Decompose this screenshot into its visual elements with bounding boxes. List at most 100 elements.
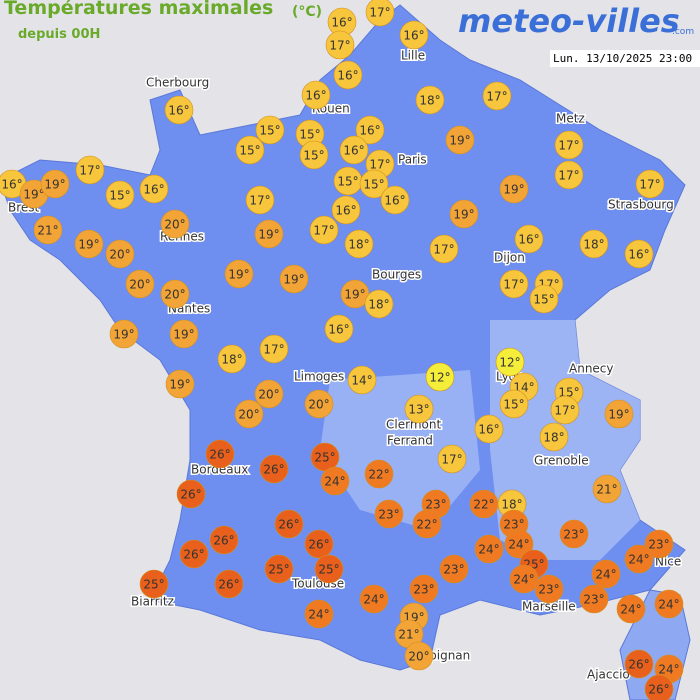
temperature-marker: [509, 564, 539, 594]
temperature-marker: [499, 174, 529, 204]
temperature-marker: [644, 529, 674, 559]
temperature-marker: [339, 135, 369, 165]
temperature-label: 19°: [608, 408, 629, 422]
temperature-marker: [644, 674, 674, 700]
logo-suffix: .com: [672, 27, 694, 37]
temperature-label: 17°: [503, 278, 524, 292]
temperature-marker: [235, 135, 265, 165]
temperature-label: 15°: [533, 293, 554, 307]
temperature-marker: [437, 444, 467, 474]
temperature-label: 22°: [416, 518, 437, 532]
temperature-label: 15°: [337, 175, 358, 189]
temperature-label: 23°: [503, 518, 524, 532]
temperature-marker: [579, 229, 609, 259]
temperature-label: 24°: [478, 543, 499, 557]
temperature-marker: [449, 199, 479, 229]
temperature-label: 16°: [305, 89, 326, 103]
temperature-marker: [309, 215, 339, 245]
temperature-marker: [255, 115, 285, 145]
temperature-label: 25°: [318, 563, 339, 577]
temperature-marker: [412, 509, 442, 539]
temperature-marker: [299, 140, 329, 170]
temperature-label: 15°: [259, 124, 280, 138]
temperature-label: 16°: [628, 248, 649, 262]
temperature-marker: [259, 454, 289, 484]
temperature-marker: [347, 365, 377, 395]
temperature-label: 23°: [583, 593, 604, 607]
temperature-label: 16°: [337, 69, 358, 83]
temperature-label: 25°: [268, 563, 289, 577]
temperature-label: 16°: [478, 423, 499, 437]
temperature-label: 22°: [473, 498, 494, 512]
temperature-label: 16°: [1, 178, 22, 192]
temperature-marker: [616, 594, 646, 624]
temperature-label: 26°: [263, 463, 284, 477]
massif-central: [320, 370, 480, 530]
temperature-label: 26°: [278, 518, 299, 532]
temperature-marker: [399, 20, 429, 50]
logo: meteo-villes: [458, 2, 680, 40]
temperature-marker: [169, 319, 199, 349]
temperature-label: 19°: [258, 228, 279, 242]
temperature-label: 15°: [239, 144, 260, 158]
temperature-marker: [33, 215, 63, 245]
temperature-label: 22°: [368, 468, 389, 482]
temperature-marker: [164, 95, 194, 125]
temperature-label: 26°: [628, 658, 649, 672]
temperature-marker: [324, 314, 354, 344]
temperature-marker: [495, 347, 525, 377]
temperature-marker: [325, 30, 355, 60]
temperature-label: 21°: [37, 224, 58, 238]
temperature-label: 16°: [518, 233, 539, 247]
city-label: Bordeaux: [191, 463, 248, 477]
temperature-marker: [591, 559, 621, 589]
temperature-marker: [205, 439, 235, 469]
temperature-marker: [333, 60, 363, 90]
temperature-marker: [176, 479, 206, 509]
temperature-label: 23°: [538, 583, 559, 597]
temperature-label: 17°: [558, 139, 579, 153]
temperature-label: 19°: [503, 183, 524, 197]
temperature-marker: [209, 525, 239, 555]
temperature-label: 26°: [209, 448, 230, 462]
temperature-marker: [409, 574, 439, 604]
temperature-label: 16°: [331, 16, 352, 30]
temperature-label: 24°: [628, 553, 649, 567]
subtitle: depuis 00H: [18, 27, 100, 42]
temperature-marker: [304, 529, 334, 559]
temperature-label: 19°: [169, 378, 190, 392]
temperature-label: 26°: [648, 683, 669, 697]
temperature-label: 16°: [403, 29, 424, 43]
temperature-marker: [499, 389, 529, 419]
temperature-marker: [165, 369, 195, 399]
temperature-label: 19°: [173, 328, 194, 342]
temperature-label: 15°: [503, 398, 524, 412]
temperature-label: 17°: [486, 90, 507, 104]
temperature-marker: [624, 544, 654, 574]
temperature-marker: [359, 169, 389, 199]
temperature-marker: [139, 174, 169, 204]
temperature-marker: [179, 539, 209, 569]
unit: (°C): [292, 4, 322, 20]
temperature-marker: [355, 115, 385, 145]
temperature-marker: [105, 180, 135, 210]
temperature-marker: [374, 499, 404, 529]
temperature-label: 15°: [299, 128, 320, 142]
temperature-label: 17°: [441, 453, 462, 467]
temperature-marker: [105, 239, 135, 269]
temperature-label: 16°: [343, 144, 364, 158]
temperature-label: 24°: [324, 475, 345, 489]
temperature-label: 15°: [303, 149, 324, 163]
temperature-marker: [624, 649, 654, 679]
city-label: Annecy: [569, 362, 614, 376]
temperature-marker: [304, 389, 334, 419]
temperature-marker: [254, 379, 284, 409]
temperature-label: 18°: [221, 353, 242, 367]
temperature-marker: [514, 224, 544, 254]
temperature-label: 16°: [143, 183, 164, 197]
temperature-marker: [579, 584, 609, 614]
temperature-label: 20°: [308, 398, 329, 412]
city-label: Biarritz: [131, 595, 174, 609]
temperature-marker: [635, 169, 665, 199]
temperature-marker: [404, 394, 434, 424]
